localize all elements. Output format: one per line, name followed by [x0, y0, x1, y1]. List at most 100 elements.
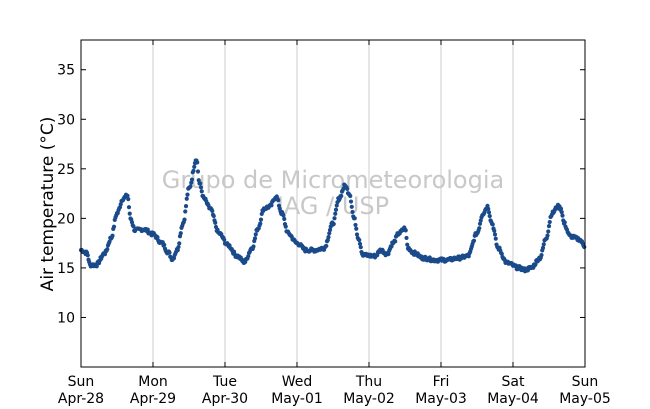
data-point — [358, 245, 363, 250]
data-point — [582, 244, 587, 250]
data-point — [327, 227, 333, 233]
data-point — [126, 197, 131, 202]
data-point — [94, 264, 99, 269]
data-point — [493, 236, 498, 241]
data-point — [477, 221, 483, 226]
data-point — [195, 160, 200, 165]
x-tick-label-day: Fri — [433, 374, 450, 390]
data-point — [176, 244, 181, 250]
data-point — [478, 218, 483, 223]
data-point — [188, 184, 193, 189]
data-point — [545, 233, 550, 238]
data-point — [126, 205, 132, 210]
data-point — [125, 193, 130, 198]
data-point — [357, 241, 363, 246]
x-tick-label-day: Wed — [282, 374, 313, 390]
data-point — [324, 243, 329, 249]
data-point — [110, 233, 115, 238]
data-point — [258, 221, 263, 226]
data-point — [252, 236, 258, 241]
data-point — [111, 224, 117, 229]
data-point — [331, 221, 336, 227]
data-point — [471, 238, 477, 243]
data-point — [131, 224, 136, 229]
data-point — [178, 231, 183, 236]
x-tick-label-date: May-05 — [559, 391, 611, 407]
data-point — [102, 252, 108, 257]
data-point — [210, 208, 215, 213]
data-point — [222, 237, 227, 242]
data-point — [85, 253, 90, 258]
x-tick-label-day: Sun — [572, 374, 599, 390]
watermark-line-2: IAG / USP — [277, 192, 389, 220]
data-point — [196, 178, 201, 183]
data-point — [162, 242, 167, 247]
data-point — [145, 227, 150, 232]
data-point — [562, 220, 567, 225]
data-point — [487, 213, 492, 219]
data-point — [281, 213, 286, 218]
data-point — [155, 235, 160, 240]
y-tick-label: 10 — [57, 310, 75, 326]
data-point — [541, 242, 546, 247]
data-point — [333, 207, 339, 212]
data-point — [348, 193, 353, 199]
data-point — [253, 232, 258, 237]
watermark: Grupo de Micrometeorologia IAG / USP — [162, 166, 504, 220]
x-tick-label-day: Thu — [355, 374, 382, 390]
data-point — [283, 224, 288, 229]
data-point — [486, 210, 492, 215]
data-point — [353, 222, 358, 228]
watermark-line-1: Grupo de Micrometeorologia — [162, 166, 504, 194]
data-point — [183, 204, 189, 209]
data-point — [357, 237, 362, 243]
data-point — [282, 216, 287, 222]
data-point — [490, 222, 495, 227]
x-tick-label-date: Apr-30 — [202, 391, 248, 407]
data-point — [354, 232, 360, 237]
data-point — [492, 232, 498, 237]
x-tick-label-date: Apr-28 — [58, 391, 104, 407]
y-tick-label: 25 — [57, 162, 75, 178]
data-point — [198, 185, 204, 190]
data-point — [352, 216, 357, 221]
data-point — [105, 247, 110, 252]
x-tick-label-day: Sat — [502, 374, 525, 390]
y-tick-label: 20 — [57, 211, 75, 227]
data-point — [251, 244, 256, 249]
data-point — [195, 169, 201, 174]
data-point — [334, 203, 339, 208]
data-point — [348, 199, 354, 204]
x-tick-label-day: Tue — [212, 374, 237, 390]
grid-lines — [152, 40, 514, 367]
data-point — [499, 251, 504, 256]
x-tick-label-date: May-03 — [415, 391, 467, 407]
data-point — [246, 254, 251, 259]
data-point — [539, 253, 544, 258]
data-point — [546, 224, 552, 229]
data-point — [171, 256, 177, 261]
data-point — [403, 228, 408, 233]
data-point — [177, 241, 182, 246]
data-point — [326, 235, 331, 240]
data-point — [269, 203, 274, 208]
data-point — [386, 251, 391, 257]
data-point — [327, 231, 332, 236]
data-point — [546, 229, 551, 234]
data-point — [184, 196, 189, 201]
x-tick-label-date: May-01 — [271, 391, 323, 407]
data-point — [118, 202, 123, 207]
data-point — [211, 213, 216, 219]
data-point — [560, 213, 565, 218]
data-point — [258, 217, 264, 222]
data-point — [182, 217, 187, 222]
data-point — [404, 235, 409, 241]
data-point — [339, 193, 344, 199]
data-point — [191, 168, 196, 173]
data-point — [127, 211, 132, 216]
data-point — [183, 209, 188, 214]
data-point — [389, 244, 394, 249]
y-tick-label: 30 — [57, 112, 75, 128]
data-point — [199, 189, 204, 194]
